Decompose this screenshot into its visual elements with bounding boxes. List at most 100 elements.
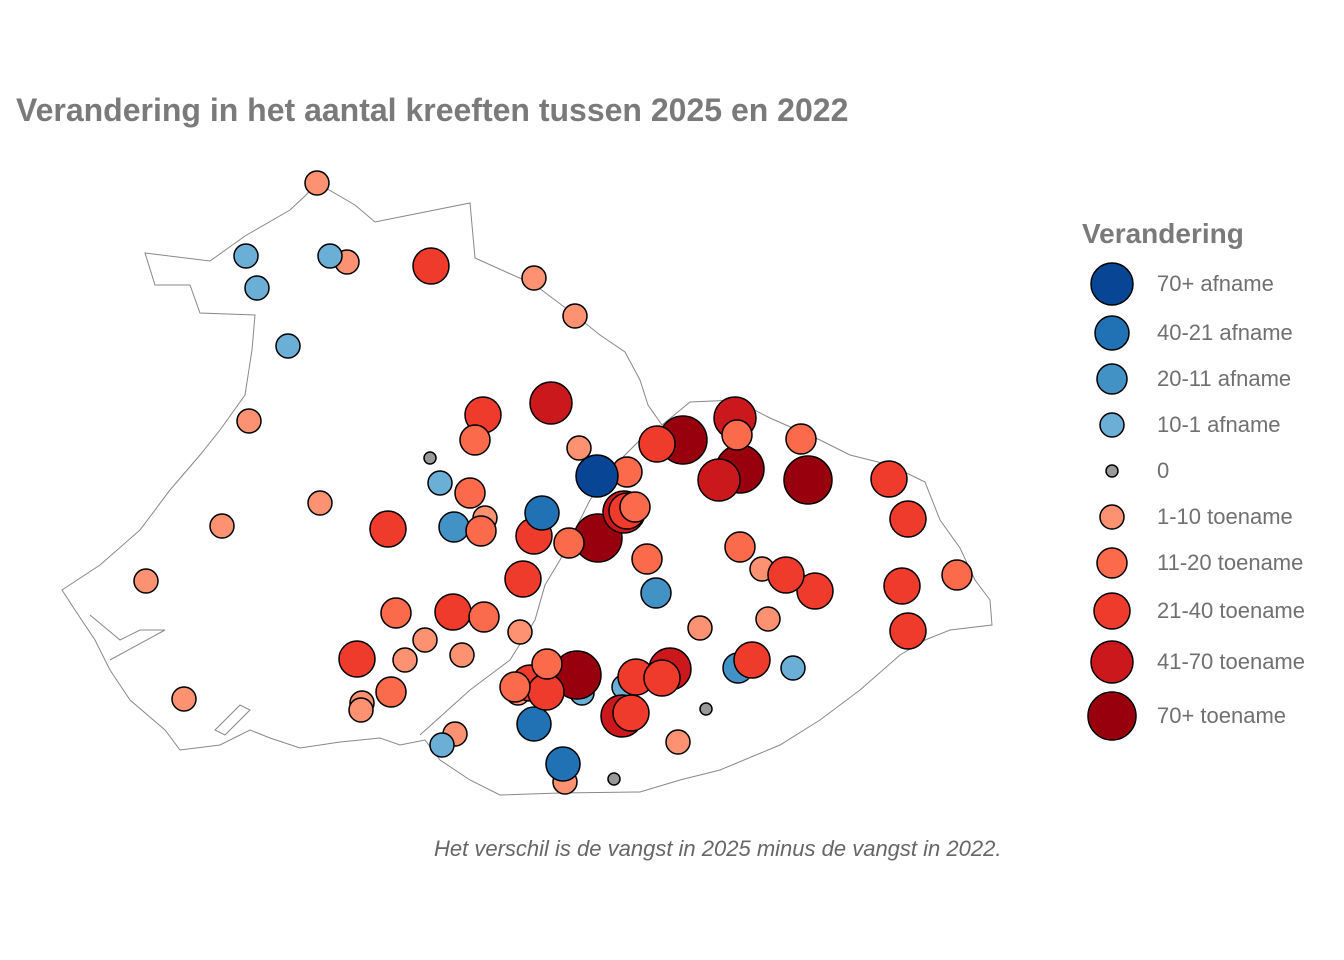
map-point (465, 515, 497, 547)
map-point (507, 619, 533, 645)
map-point (133, 568, 159, 594)
outline-path (89, 614, 166, 661)
map-point (607, 772, 621, 786)
map-point (619, 491, 651, 523)
legend-item: 70+ afname (1082, 258, 1274, 310)
legend-item: 0 (1082, 448, 1244, 494)
map-point (687, 615, 713, 641)
map-point (521, 265, 547, 291)
map-point (423, 451, 437, 465)
map-point (665, 729, 691, 755)
map-point (643, 659, 681, 697)
legend-label: 40-21 afname (1157, 320, 1293, 345)
legend-swatch (1096, 363, 1128, 395)
legend-label: 70+ afname (1157, 271, 1274, 296)
map-point (883, 567, 921, 605)
map-point (529, 381, 573, 425)
legend: Verandering 70+ afname 40-21 afname 20-11 … (1082, 218, 1305, 744)
legend-label: 10-1 afname (1157, 412, 1281, 437)
map-point (499, 671, 531, 703)
map-point (244, 275, 270, 301)
map-point (369, 510, 407, 548)
map-point (733, 641, 771, 679)
legend-swatch (1094, 315, 1130, 351)
map-point (348, 697, 374, 723)
legend-label: 11-20 toename (1157, 550, 1304, 575)
map-point (434, 593, 472, 631)
legend-swatch (1096, 547, 1128, 579)
map-point (524, 495, 560, 531)
map-point (304, 170, 330, 196)
outline-path (419, 424, 661, 736)
map-point (780, 655, 806, 681)
map-point (724, 531, 756, 563)
legend-title: Verandering (1082, 218, 1244, 249)
legend-item: 10-1 afname (1082, 402, 1281, 448)
map-point (233, 243, 259, 269)
map-point (699, 702, 713, 716)
map-point (796, 572, 834, 610)
legend-item: 70+ toename (1082, 688, 1286, 744)
legend-item: 11-20 toename (1082, 540, 1303, 586)
legend-item: 41-70 toename (1082, 636, 1305, 688)
map-point (566, 435, 592, 461)
legend-label: 70+ toename (1157, 703, 1287, 728)
map-point (889, 500, 927, 538)
legend-label: 20-11 afname (1157, 366, 1292, 391)
legend-item: 21-40 toename (1082, 586, 1305, 636)
point-layer (133, 170, 973, 795)
map-title: Verandering in het aantal kreeften tusse… (16, 92, 849, 128)
map-point (697, 458, 741, 502)
map-point (275, 333, 301, 359)
map-point (380, 597, 412, 629)
map-point (375, 676, 407, 708)
map-point (553, 527, 585, 559)
legend-label: 41-70 toename (1157, 649, 1305, 674)
map-point (889, 612, 927, 650)
legend-swatch (1087, 691, 1137, 741)
map-point (209, 513, 235, 539)
map-point (504, 560, 542, 598)
map-point (638, 425, 676, 463)
map-point (307, 490, 333, 516)
legend-label: 21-40 toename (1157, 598, 1305, 623)
map-point (468, 601, 500, 633)
map-point (454, 477, 486, 509)
map-point (531, 648, 563, 680)
map-point (612, 694, 650, 732)
legend-item: 1-10 toename (1082, 494, 1293, 540)
map-point (870, 460, 908, 498)
map-point (412, 247, 450, 285)
map-point (767, 556, 805, 594)
map-point (412, 627, 438, 653)
map-point (338, 640, 376, 678)
map-point (755, 606, 781, 632)
map-point (516, 706, 552, 742)
legend-item: 40-21 afname (1082, 310, 1293, 356)
legend-swatch (1090, 640, 1134, 684)
map-point (459, 424, 491, 456)
map-point (785, 423, 817, 455)
legend-swatch (1093, 592, 1131, 630)
map-point (562, 303, 588, 329)
map-point (545, 746, 581, 782)
caption: Het verschil is de vangst in 2025 minus … (434, 836, 1002, 861)
map-point (640, 577, 672, 609)
map-point (317, 243, 343, 269)
legend-swatch (1099, 412, 1125, 438)
map-point (171, 686, 197, 712)
map-point (438, 511, 470, 543)
outline-path (214, 704, 251, 736)
map-point (721, 419, 753, 451)
map-point (783, 455, 833, 505)
legend-swatch (1099, 504, 1125, 530)
map-point (236, 408, 262, 434)
legend-label: 0 (1157, 458, 1170, 483)
legend-swatch (1105, 464, 1119, 478)
map-point (427, 470, 453, 496)
map-point (941, 559, 973, 591)
map-point (392, 647, 418, 673)
legend-item: 20-11 afname (1082, 356, 1291, 402)
map-point (631, 543, 663, 575)
